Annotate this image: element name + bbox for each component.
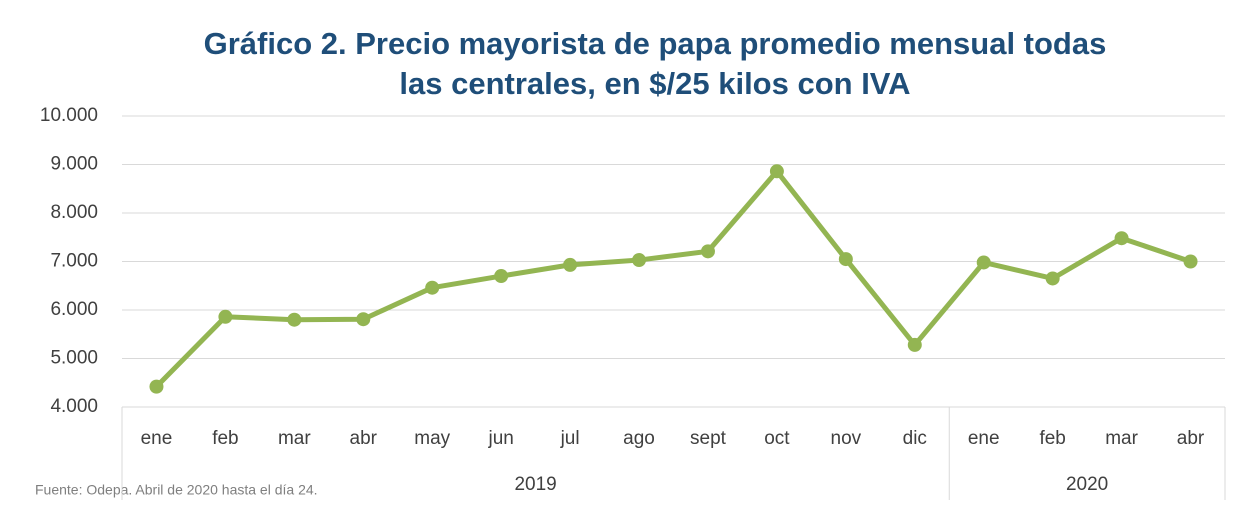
- x-tick-label: jul: [560, 428, 580, 449]
- y-tick-label: 10.000: [40, 105, 98, 126]
- data-point: [287, 312, 302, 327]
- data-point: [356, 312, 371, 327]
- x-tick-label: ene: [968, 428, 1000, 449]
- y-tick-label: 7.000: [50, 251, 98, 272]
- x-tick-label: nov: [831, 428, 862, 449]
- chart-title: las centrales, en $/25 kilos con IVA: [399, 66, 910, 101]
- y-tick-label: 6.000: [50, 299, 98, 320]
- data-point: [425, 280, 440, 295]
- data-point: [700, 244, 715, 259]
- group-label: 2020: [1066, 474, 1108, 495]
- data-point: [976, 255, 991, 270]
- x-tick-label: ago: [623, 428, 655, 449]
- x-tick-label: dic: [903, 428, 927, 449]
- x-tick-label: mar: [278, 428, 311, 449]
- data-point: [838, 252, 853, 267]
- data-point: [1183, 254, 1198, 269]
- x-tick-label: mar: [1105, 428, 1138, 449]
- x-tick-label: sept: [690, 428, 727, 449]
- x-tick-label: feb: [1039, 428, 1065, 449]
- chart-title: Gráfico 2. Precio mayorista de papa prom…: [204, 26, 1107, 61]
- data-point: [494, 269, 509, 284]
- x-tick-label: abr: [350, 428, 378, 449]
- data-point: [632, 253, 647, 268]
- x-tick-label: ene: [141, 428, 173, 449]
- group-label: 2019: [514, 474, 556, 495]
- data-point: [769, 164, 784, 179]
- line-series: [154, 168, 1192, 389]
- data-point: [149, 379, 164, 394]
- y-tick-label: 8.000: [50, 202, 98, 223]
- x-tick-label: oct: [764, 428, 790, 449]
- x-tick-label: abr: [1177, 428, 1205, 449]
- data-point: [1045, 271, 1060, 286]
- y-tick-label: 9.000: [50, 154, 98, 175]
- data-point: [218, 309, 233, 324]
- data-point: [563, 257, 578, 272]
- source-note: Fuente: Odepa. Abril de 2020 hasta el dí…: [35, 482, 318, 498]
- y-tick-label: 5.000: [50, 348, 98, 369]
- x-tick-label: feb: [212, 428, 238, 449]
- x-tick-label: may: [414, 428, 450, 449]
- data-point: [907, 337, 922, 352]
- data-point: [1114, 231, 1129, 246]
- y-tick-label: 4.000: [50, 396, 98, 417]
- x-tick-label: jun: [487, 428, 513, 449]
